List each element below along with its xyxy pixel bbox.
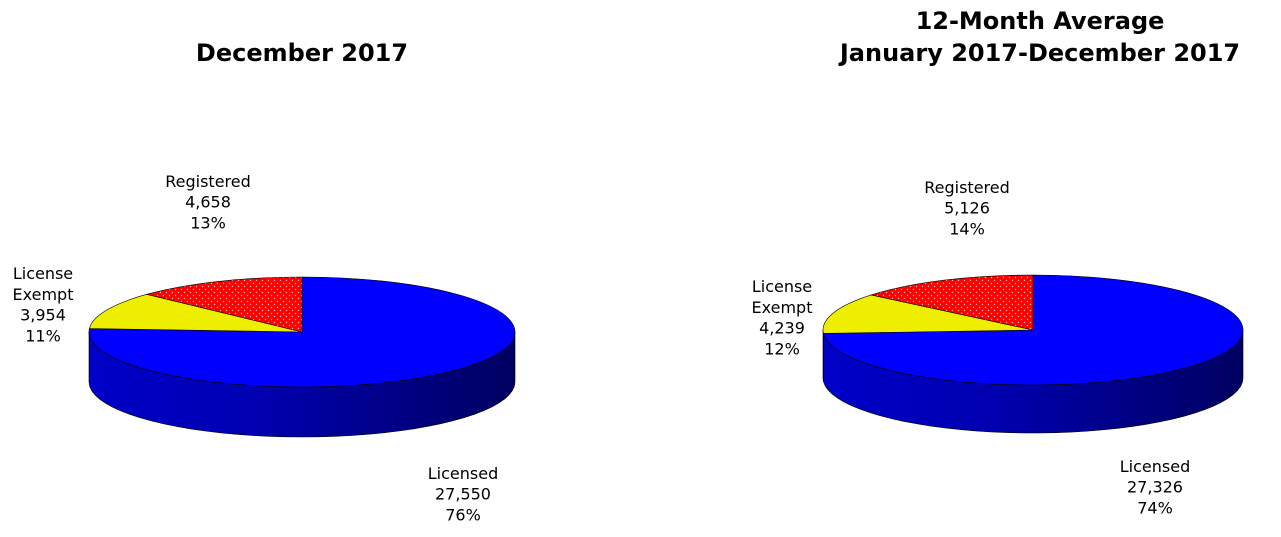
slice-percent-label: 11%: [25, 327, 61, 346]
slice: [88, 276, 516, 388]
label-line: License: [13, 264, 73, 283]
chart-title: 12-Month Average: [916, 7, 1165, 35]
slice-percent-label: 76%: [445, 506, 481, 525]
label-line: Registered: [924, 178, 1010, 197]
slice-value-label: 27,550: [435, 485, 491, 504]
slice: [870, 274, 1034, 331]
slice-category-label: Licensed: [428, 464, 498, 483]
slice-value-label: 27,326: [1127, 478, 1183, 497]
slice-category-label: Registered: [165, 172, 251, 191]
slice-percent-label: 14%: [949, 220, 985, 239]
slice-category-label: License Exempt: [13, 264, 74, 304]
label-line: Registered: [165, 172, 251, 191]
label-line: License: [752, 277, 812, 296]
label-line: Licensed: [1120, 457, 1190, 476]
chart-subtitle: January 2017-December 2017: [838, 39, 1240, 67]
slice-value-label: 5,126: [944, 199, 990, 218]
slice-percent-label: 13%: [190, 214, 226, 233]
slice-percent-label: 74%: [1137, 499, 1173, 518]
chart-title: December 2017: [196, 39, 408, 67]
slice-percent-label: 12%: [764, 340, 800, 359]
slice: [145, 276, 303, 333]
label-line: Licensed: [428, 464, 498, 483]
slice-category-label: Licensed: [1120, 457, 1190, 476]
slice: [822, 294, 1034, 334]
slice-value-label: 3,954: [20, 306, 66, 325]
slice-value-label: 4,658: [185, 193, 231, 212]
label-line: Exempt: [13, 285, 74, 304]
slice-category-label: Registered: [924, 178, 1010, 197]
slice: [89, 294, 303, 333]
label-line: Exempt: [752, 298, 813, 317]
slice-category-label: License Exempt: [752, 277, 813, 317]
slice-value-label: 4,239: [759, 319, 805, 338]
